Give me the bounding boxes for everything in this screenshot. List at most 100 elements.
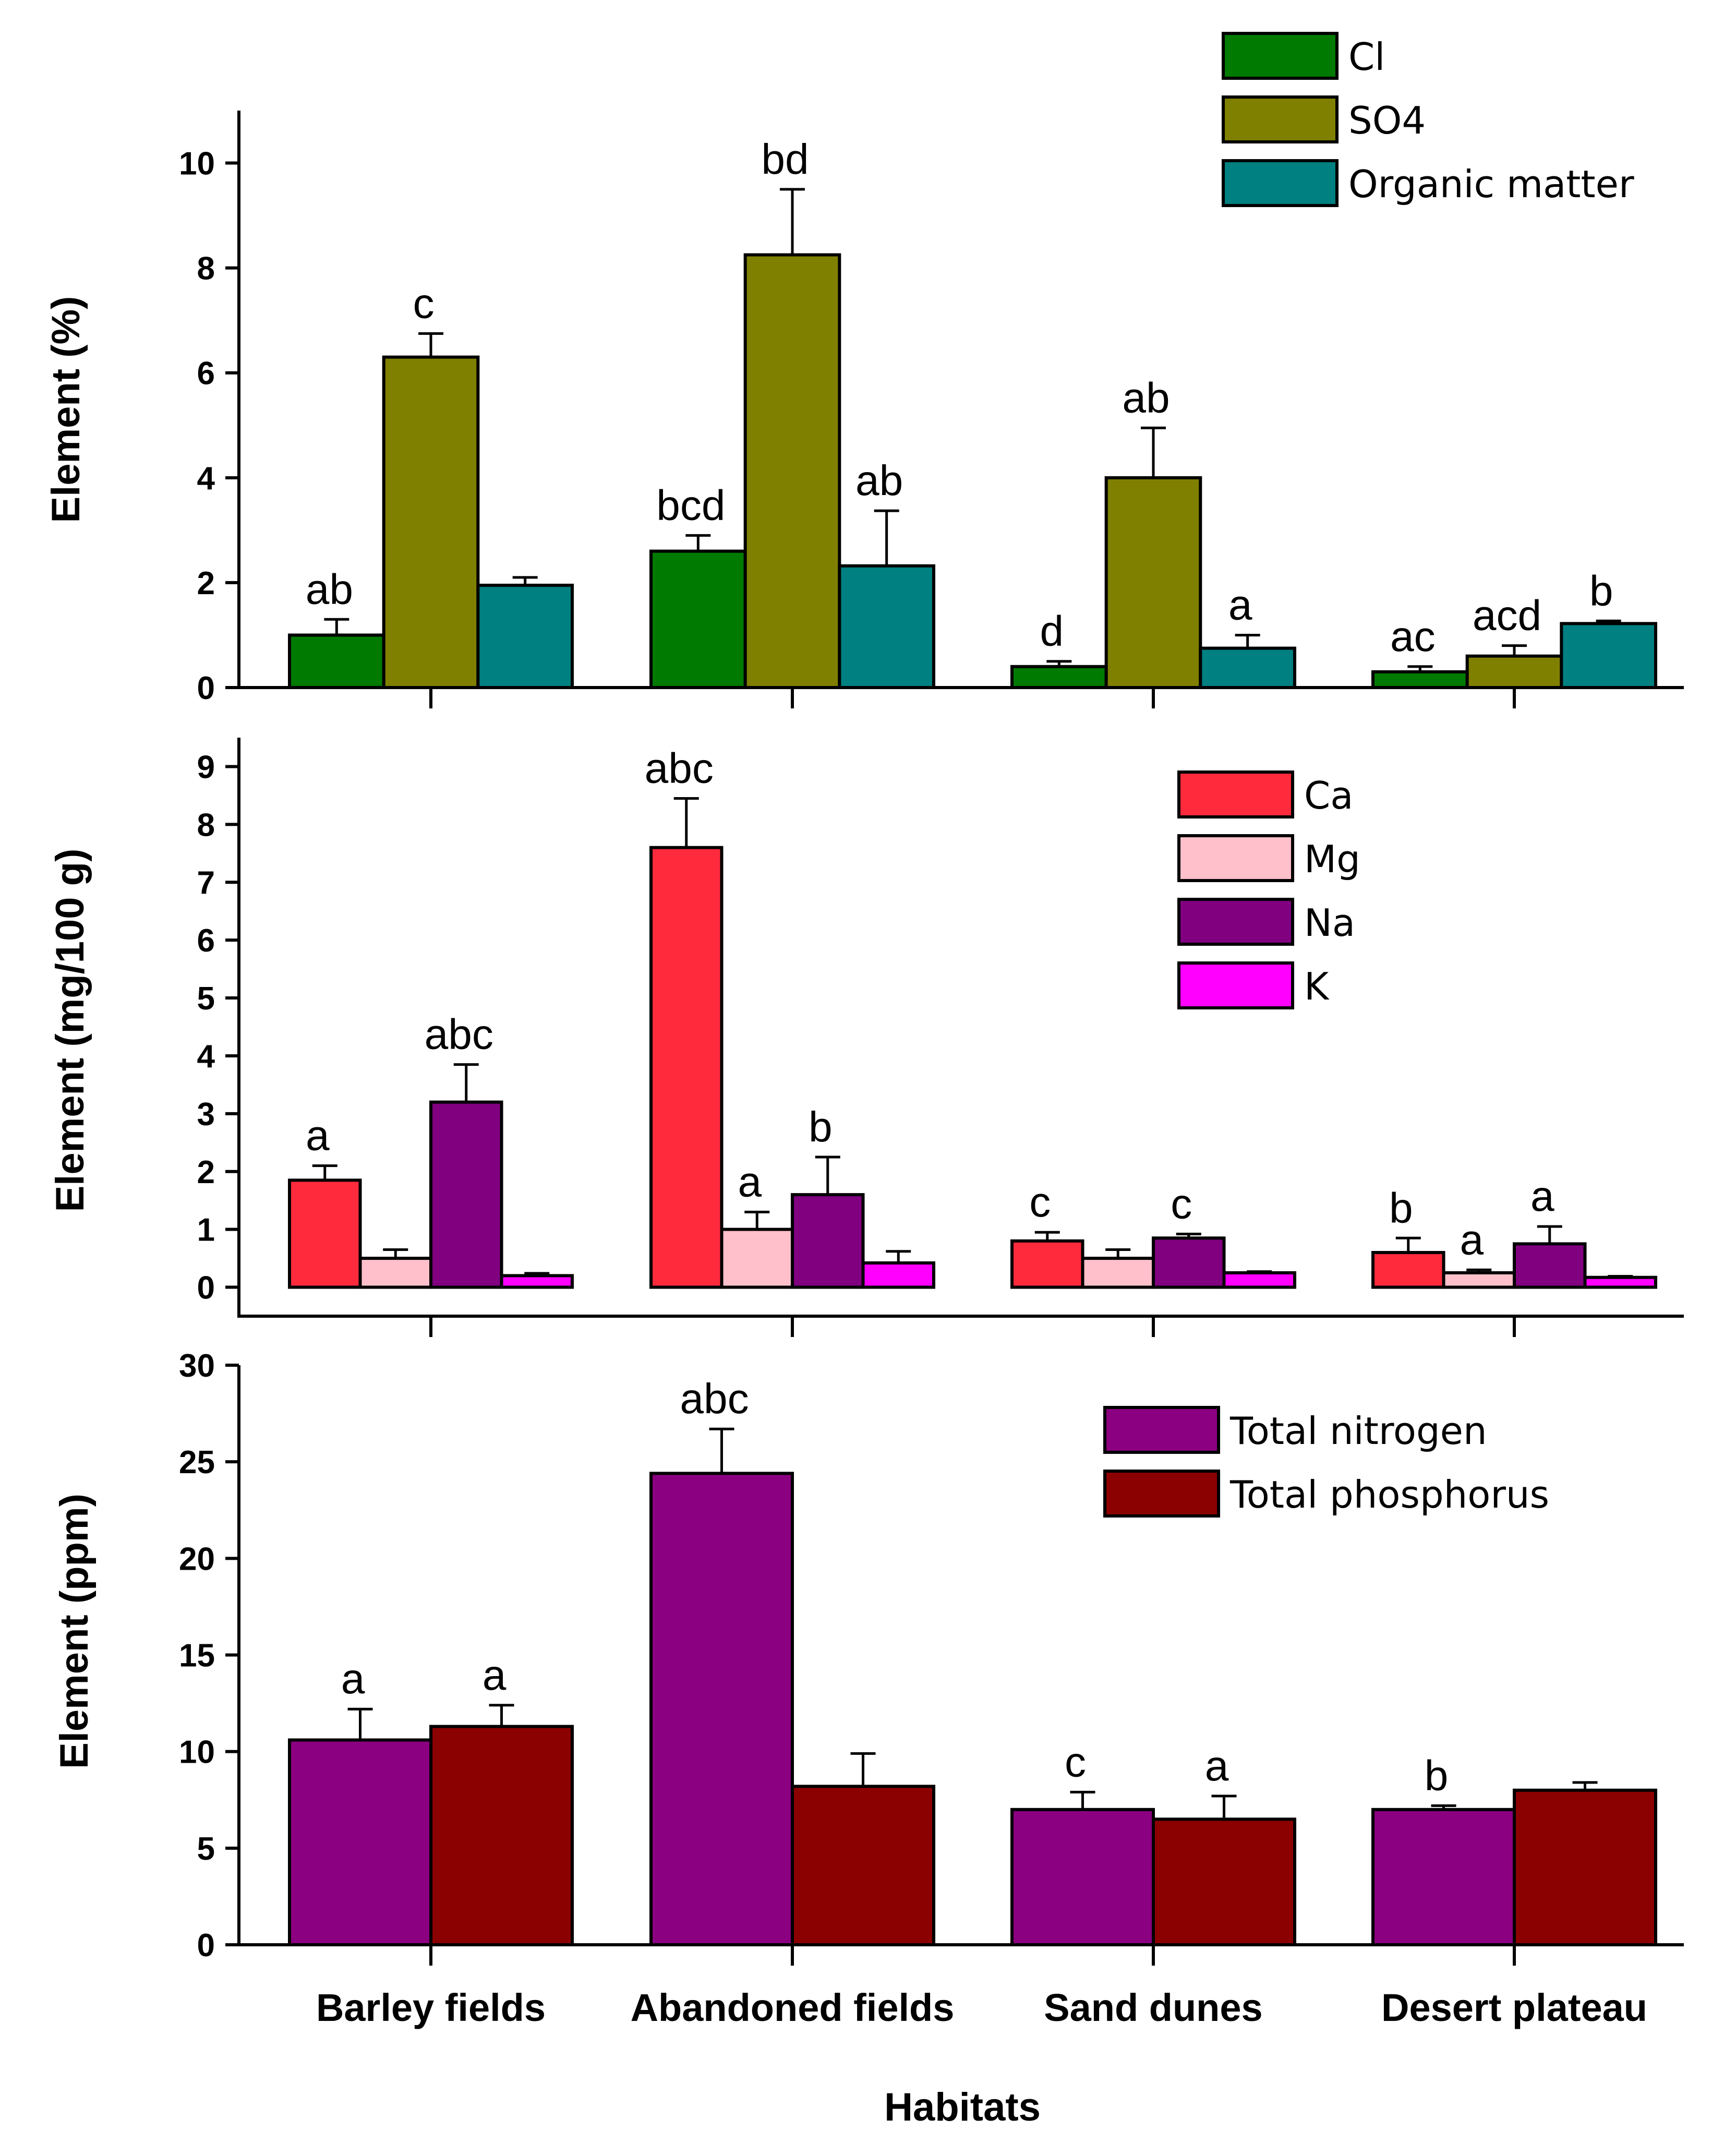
legend-label-2-total-nitrogen: Total nitrogen bbox=[1229, 1409, 1487, 1453]
bar-p0-desert-plateau-cl bbox=[1371, 670, 1469, 689]
bar-p0-sand-dunes-organic-matter bbox=[1199, 646, 1296, 690]
bar-p1-desert-plateau-na bbox=[1513, 1242, 1587, 1289]
sig-label-p1-desert-plateau-ca: b bbox=[1389, 1184, 1413, 1232]
bar-p0-sand-dunes-cl bbox=[1010, 665, 1108, 690]
legend-swatch-0-organic-matter bbox=[1222, 159, 1339, 207]
sig-label-p0-sand-dunes-organic-matter: a bbox=[1228, 581, 1252, 629]
legend-label-1-k: K bbox=[1304, 965, 1330, 1008]
bar-p0-sand-dunes-so4 bbox=[1104, 476, 1202, 689]
bar-p0-abandoned-fields-cl bbox=[649, 549, 747, 689]
y-tick-label-2-15: 15 bbox=[179, 1638, 215, 1674]
panel-bottom-chart: a a abc c a b 0 5 10 15 20 25 30 Barley fields Abando… bbox=[52, 1348, 1684, 2129]
y-tick-label-2-25: 25 bbox=[179, 1444, 215, 1480]
legend-swatch-0-so4 bbox=[1222, 95, 1339, 143]
sig-label-p0-barley-fields-so4: c bbox=[413, 280, 435, 327]
legend-label-1-mg: Mg bbox=[1304, 837, 1360, 881]
bar-p1-sand-dunes-mg bbox=[1081, 1257, 1155, 1289]
y-axis-title-top: Element (%) bbox=[44, 296, 88, 523]
y-tick-label-1-4: 4 bbox=[197, 1039, 215, 1075]
sig-label-p1-barley-fields-ca: a bbox=[306, 1112, 330, 1160]
bar-p1-barley-fields-na bbox=[429, 1100, 503, 1289]
legend-label-1-ca: Ca bbox=[1304, 774, 1353, 817]
y-tick-label-2-10: 10 bbox=[179, 1735, 215, 1771]
sig-label-p0-abandoned-fields-so4: bd bbox=[761, 136, 809, 183]
sig-label-p2-barley-fields-total-nitrogen: a bbox=[341, 1655, 365, 1703]
bar-p1-sand-dunes-ca bbox=[1010, 1239, 1084, 1289]
y-tick-label-1-2: 2 bbox=[197, 1154, 215, 1190]
sig-label-p2-sand-dunes-total-nitrogen: c bbox=[1065, 1738, 1086, 1786]
y-tick-label-0-2: 2 bbox=[197, 565, 215, 601]
y-tick-label-1-1: 1 bbox=[197, 1212, 215, 1248]
bar-p2-sand-dunes-total-phosphorus bbox=[1152, 1817, 1296, 1947]
y-axis-title-bottom: Element (ppm) bbox=[52, 1494, 97, 1769]
bar-p2-barley-fields-total-nitrogen bbox=[288, 1738, 432, 1947]
y-tick-label-1-5: 5 bbox=[197, 981, 215, 1017]
legend-swatch-1-ca bbox=[1177, 770, 1294, 818]
bar-p2-barley-fields-total-phosphorus bbox=[429, 1725, 574, 1947]
legend-label-0-so4: SO4 bbox=[1348, 99, 1426, 142]
bar-p0-barley-fields-so4 bbox=[382, 355, 480, 689]
legend-swatch-1-mg bbox=[1177, 834, 1294, 882]
y-tick-label-1-3: 3 bbox=[197, 1097, 215, 1133]
legend-swatch-2-total-phosphorus bbox=[1103, 1470, 1220, 1518]
bar-p1-sand-dunes-k bbox=[1222, 1271, 1296, 1289]
bar-p1-abandoned-fields-mg bbox=[720, 1227, 794, 1289]
legend-middle: Ca Mg Na K bbox=[1177, 770, 1360, 1009]
y-tick-label-0-10: 10 bbox=[179, 146, 215, 182]
sig-label-p1-abandoned-fields-ca: abc bbox=[645, 744, 714, 792]
sig-label-p2-barley-fields-total-phosphorus: a bbox=[483, 1652, 507, 1699]
bar-p1-abandoned-fields-na bbox=[791, 1193, 865, 1289]
y-tick-label-1-0: 0 bbox=[197, 1270, 215, 1306]
bar-p0-barley-fields-organic-matter bbox=[476, 583, 574, 690]
bar-p1-barley-fields-ca bbox=[288, 1178, 362, 1289]
y-tick-label-1-6: 6 bbox=[197, 923, 215, 959]
bar-p1-sand-dunes-na bbox=[1152, 1236, 1226, 1289]
y-axis-title-middle: Element (mg/100 g) bbox=[48, 849, 92, 1212]
x-tick-label-barley-fields: Barley fields bbox=[316, 1986, 546, 2029]
y-tick-label-2-20: 20 bbox=[179, 1541, 215, 1577]
bar-p1-desert-plateau-ca bbox=[1371, 1251, 1445, 1289]
bar-p0-abandoned-fields-organic-matter bbox=[838, 564, 936, 689]
sig-label-p0-desert-plateau-cl: ac bbox=[1390, 613, 1436, 660]
sig-label-p1-sand-dunes-na: c bbox=[1171, 1181, 1192, 1228]
legend-swatch-0-cl bbox=[1222, 32, 1339, 80]
bar-p2-desert-plateau-total-nitrogen bbox=[1371, 1808, 1516, 1946]
x-tick-label-sand-dunes: Sand dunes bbox=[1044, 1986, 1262, 2029]
bar-p0-barley-fields-cl bbox=[288, 633, 385, 690]
sig-label-p2-sand-dunes-total-phosphorus: a bbox=[1205, 1742, 1229, 1790]
bar-p1-desert-plateau-k bbox=[1583, 1275, 1657, 1289]
sig-label-p1-sand-dunes-ca: c bbox=[1029, 1178, 1051, 1226]
legend-label-0-organic-matter: Organic matter bbox=[1348, 162, 1634, 206]
bar-p1-barley-fields-mg bbox=[358, 1257, 432, 1289]
bar-p0-desert-plateau-so4 bbox=[1465, 654, 1563, 690]
sig-label-p2-desert-plateau-total-nitrogen: b bbox=[1425, 1752, 1449, 1799]
sig-label-p0-sand-dunes-cl: d bbox=[1040, 608, 1064, 655]
x-tick-label-abandoned-fields: Abandoned fields bbox=[631, 1986, 955, 2029]
x-tick-label-desert-plateau: Desert plateau bbox=[1381, 1986, 1647, 2029]
sig-label-p1-barley-fields-na: abc bbox=[425, 1011, 493, 1058]
legend-top: Cl SO4 Organic matter bbox=[1222, 32, 1634, 207]
bar-p2-abandoned-fields-total-phosphorus bbox=[791, 1785, 935, 1946]
sig-label-p1-abandoned-fields-mg: a bbox=[738, 1158, 762, 1206]
y-tick-label-0-8: 8 bbox=[197, 251, 215, 287]
legend-swatch-1-na bbox=[1177, 898, 1294, 946]
sig-label-p0-desert-plateau-organic-matter: b bbox=[1589, 567, 1613, 615]
legend-bottom: Total nitrogen Total phosphorus bbox=[1103, 1406, 1549, 1518]
sig-label-p0-abandoned-fields-organic-matter: ab bbox=[855, 457, 903, 504]
bar-p1-barley-fields-k bbox=[500, 1274, 574, 1289]
legend-label-1-na: Na bbox=[1304, 901, 1355, 945]
bar-p1-desert-plateau-mg bbox=[1442, 1271, 1516, 1289]
sig-label-p2-abandoned-fields-total-nitrogen: abc bbox=[680, 1375, 749, 1423]
y-tick-label-2-0: 0 bbox=[197, 1928, 215, 1964]
y-tick-label-0-4: 4 bbox=[197, 461, 215, 497]
y-tick-label-0-6: 6 bbox=[197, 356, 215, 392]
legend-swatch-2-total-nitrogen bbox=[1103, 1406, 1220, 1454]
bar-p1-abandoned-fields-ca bbox=[649, 846, 724, 1289]
legend-swatch-1-k bbox=[1177, 961, 1294, 1009]
bar-p0-desert-plateau-organic-matter bbox=[1560, 622, 1657, 690]
sig-label-p0-desert-plateau-so4: acd bbox=[1473, 592, 1541, 640]
bar-p2-abandoned-fields-total-nitrogen bbox=[649, 1472, 794, 1947]
